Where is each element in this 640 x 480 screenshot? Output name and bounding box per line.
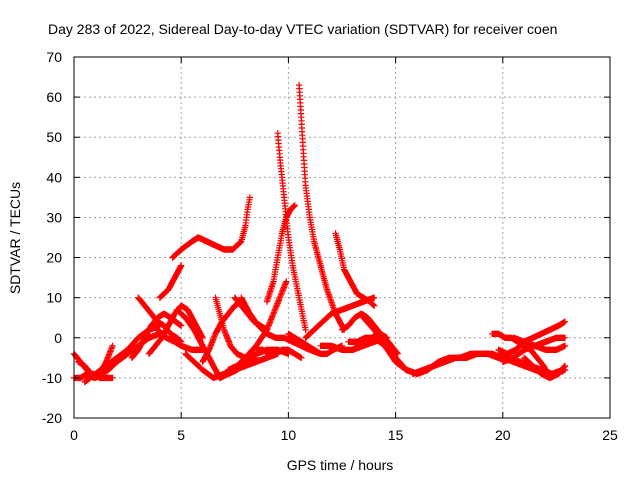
data-point-markers bbox=[253, 346, 305, 361]
x-tick-label: 5 bbox=[177, 427, 185, 443]
x-tick-label: 15 bbox=[388, 427, 404, 443]
y-tick-label: -10 bbox=[42, 370, 62, 386]
plot-frame bbox=[73, 56, 611, 419]
data-point-markers bbox=[156, 262, 185, 301]
data-point-markers bbox=[332, 230, 378, 309]
chart-title: Day 283 of 2022, Sidereal Day-to-day VTE… bbox=[48, 21, 557, 37]
series-arc-08 bbox=[154, 326, 206, 353]
y-tick-label: 0 bbox=[54, 330, 62, 346]
series-arc-10 bbox=[169, 194, 253, 261]
x-axis-label: GPS time / hours bbox=[287, 457, 394, 473]
x-tick-label: 0 bbox=[70, 427, 78, 443]
y-tick-label: 10 bbox=[46, 290, 62, 306]
data-markers bbox=[70, 81, 569, 386]
y-tick-label: 50 bbox=[46, 129, 62, 145]
data-point-markers bbox=[225, 278, 290, 374]
series-arc-36 bbox=[521, 354, 569, 382]
data-point-markers bbox=[274, 130, 309, 333]
y-tick-label: 40 bbox=[46, 169, 62, 185]
y-tick-label: 20 bbox=[46, 250, 62, 266]
data-point-markers bbox=[169, 194, 253, 261]
series-arc-16 bbox=[225, 278, 290, 374]
series-arc-09 bbox=[156, 262, 185, 301]
y-tick-label: -20 bbox=[42, 410, 62, 426]
series-arc-21 bbox=[274, 130, 309, 333]
y-tick-label: 30 bbox=[46, 209, 62, 225]
y-tick-label: 70 bbox=[46, 49, 62, 65]
series-arc-35 bbox=[510, 334, 569, 353]
series-arc-22 bbox=[295, 81, 348, 333]
data-point-markers bbox=[154, 326, 206, 353]
series-arc-26 bbox=[332, 230, 378, 309]
series-arc-19 bbox=[253, 346, 305, 361]
x-tick-label: 20 bbox=[495, 427, 511, 443]
x-tick-label: 25 bbox=[602, 427, 618, 443]
data-point-markers bbox=[295, 81, 348, 333]
y-tick-label: 60 bbox=[46, 89, 62, 105]
y-axis-label: SDTVAR / TECUs bbox=[7, 182, 23, 294]
axis-ticks: 0 5 10 15 20 25 -20 -10 0 10 20 30 40 50 60 70 bbox=[42, 49, 618, 443]
x-tick-label: 10 bbox=[281, 427, 297, 443]
data-point-markers bbox=[521, 354, 569, 382]
data-point-markers bbox=[510, 334, 569, 353]
